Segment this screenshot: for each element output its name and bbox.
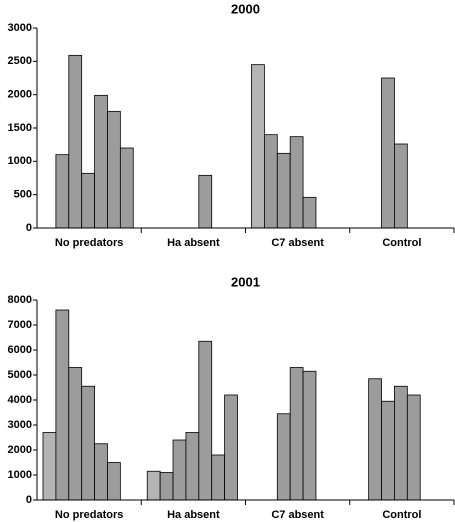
y-tick-label: 0 (26, 494, 32, 506)
bar (107, 462, 121, 501)
x-tick-label: C7 absent (271, 237, 324, 249)
y-tick-label: 500 (14, 189, 32, 201)
bar (198, 340, 213, 501)
y-tick-label: 1500 (8, 122, 32, 134)
bar (302, 370, 317, 501)
y-tick-label: 1000 (8, 469, 32, 481)
y-tick-label: 0 (26, 222, 32, 234)
bar (406, 394, 421, 501)
bar (68, 367, 83, 501)
y-tick-label: 4000 (8, 394, 32, 406)
chart-title: 2001 (231, 274, 260, 289)
x-tick-label: No predators (55, 237, 123, 249)
bar (289, 136, 304, 229)
bar (394, 143, 408, 229)
x-tick-label: No predators (55, 509, 123, 521)
y-tick-label: 7000 (8, 319, 32, 331)
bar (55, 309, 70, 501)
bar (172, 439, 187, 501)
bar (394, 385, 408, 501)
y-tick-label: 3000 (8, 22, 32, 34)
bar (302, 196, 317, 229)
bar (94, 443, 108, 501)
x-tick-label: Ha absent (167, 237, 220, 249)
y-tick-label: 2500 (8, 55, 32, 67)
y-tick-label: 2000 (8, 89, 32, 101)
y-tick-label: 3000 (8, 419, 32, 431)
x-tick-label: Ha absent (167, 509, 220, 521)
bar (263, 134, 278, 229)
chart-title: 2000 (231, 1, 260, 16)
y-tick-label: 8000 (8, 294, 32, 306)
bar (55, 154, 70, 229)
bar (81, 385, 95, 501)
bar (224, 394, 238, 501)
bar (68, 54, 83, 229)
y-tick-label: 2000 (8, 444, 32, 456)
bar (94, 94, 108, 229)
x-tick-label: Control (382, 237, 421, 249)
y-tick-label: 6000 (8, 344, 32, 356)
bar (251, 64, 265, 229)
bar (211, 454, 226, 501)
bar (381, 400, 395, 501)
bar (42, 432, 57, 501)
x-tick-label: C7 absent (271, 509, 324, 521)
bar (119, 147, 134, 229)
bar (381, 77, 395, 229)
bar (289, 367, 304, 501)
x-tick-label: Control (382, 509, 421, 521)
bar (185, 432, 200, 501)
bar (368, 378, 382, 501)
bar (198, 174, 213, 229)
bar (81, 172, 95, 229)
bar (276, 413, 291, 501)
bar (107, 110, 121, 229)
y-tick-label: 5000 (8, 369, 32, 381)
bar (146, 470, 161, 501)
bar (276, 152, 291, 229)
y-tick-label: 1000 (8, 155, 32, 167)
bar (159, 472, 174, 501)
